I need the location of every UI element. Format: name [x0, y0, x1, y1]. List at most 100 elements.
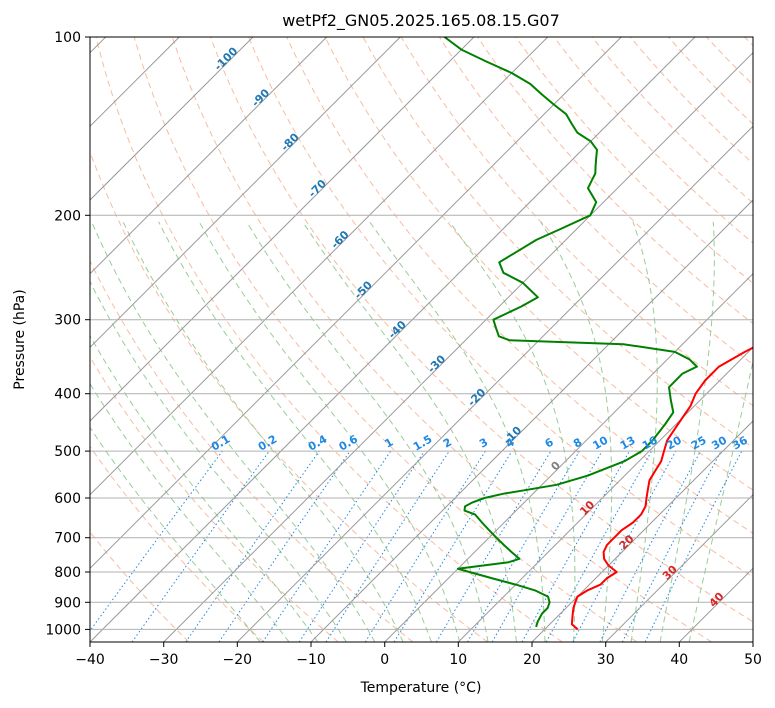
moist-adiabats [90, 221, 753, 642]
x-tick-label: −10 [296, 652, 326, 668]
moist-adiabat-label: 40 [707, 590, 727, 610]
y-tick-label: 300 [54, 313, 81, 329]
y-tick-label: 600 [54, 491, 81, 507]
mixing-ratio-lines [90, 450, 743, 642]
y-tick-label: 900 [54, 595, 81, 611]
isotherm-label: -20 [465, 386, 488, 409]
sounding-series [443, 37, 753, 631]
dry-adiabat-line [95, 37, 563, 642]
isotherm-line [90, 37, 622, 570]
moist-adiabat-line [90, 382, 290, 642]
mixing-ratio-label: 0.4 [306, 432, 330, 453]
isotherm-label: -60 [328, 228, 351, 251]
diagram-line-labels: 0.1 0.2 0.4 0.6 1 1.5 2 3 4 6 8 10 13 16 20 25 30 36-100-… [209, 44, 750, 609]
isotherm-line [605, 493, 753, 642]
mixing-ratio-label: 3 [477, 436, 490, 451]
dry-adiabat-line [210, 37, 753, 623]
moist-adiabat-label: 10 [577, 498, 597, 518]
mixing-ratio-label: 0.1 [209, 433, 232, 454]
mixing-ratio-label: 20 [664, 433, 684, 452]
mixing-ratio-line [521, 450, 630, 642]
pressure-gridlines [90, 214, 753, 630]
moist-adiabat-label: 20 [617, 532, 637, 552]
dry-adiabat-line [171, 37, 712, 642]
x-axis-label: Temperature (°C) [360, 680, 482, 696]
dry-adiabat-line [591, 37, 753, 204]
x-tick-label: −20 [223, 652, 253, 668]
isotherm-line [90, 37, 475, 422]
mixing-ratio-line [545, 450, 653, 642]
mixing-ratio-label: 25 [689, 434, 709, 453]
mixing-ratio-line [262, 450, 392, 642]
x-tick-label: 50 [744, 652, 762, 668]
isotherm-label: -80 [279, 130, 302, 153]
x-tick-label: 20 [523, 652, 541, 668]
mixing-ratio-label: 8 [571, 436, 584, 451]
isotherm-label: -40 [386, 318, 409, 341]
moist-adiabat-line [302, 221, 517, 642]
x-tick-label: 40 [670, 652, 688, 668]
moist-adiabat-line [90, 426, 261, 642]
dry-adiabat-line [324, 37, 753, 491]
mixing-ratio-label: 6 [543, 435, 556, 450]
chart-title: wetPf2_GN05.2025.165.08.15.G07 [282, 11, 560, 31]
isotherm-line [90, 37, 254, 201]
x-tick-label: 30 [597, 652, 615, 668]
isotherm-label: -30 [425, 352, 448, 375]
mixing-ratio-label: 1.5 [411, 433, 434, 454]
dry-adiabat-line [90, 356, 339, 642]
mixing-ratio-line [393, 450, 513, 642]
y-tick-label: 100 [54, 30, 81, 46]
temperature-profile-line [570, 346, 753, 631]
moist-adiabat-label: 30 [660, 562, 680, 582]
mixing-ratio-label: 0.6 [337, 432, 361, 453]
y-tick-label: 800 [54, 565, 81, 581]
isotherm-label: -70 [306, 177, 329, 200]
dry-adiabat-line [90, 445, 264, 642]
dry-adiabat-line [90, 150, 488, 642]
isotherm-line [384, 272, 753, 642]
isotherm-label: -90 [249, 86, 272, 109]
plot-frame [89, 36, 754, 643]
dry-adiabat-line [515, 37, 753, 284]
moist-adiabat-line [91, 221, 376, 642]
dry-adiabat-line [90, 259, 414, 642]
isotherm-line [90, 37, 401, 349]
isotherm-line [531, 420, 753, 642]
isotherm-line [90, 37, 696, 642]
isotherm-label: -10 [501, 424, 524, 447]
y-axis-label: Pressure (hPa) [12, 289, 28, 389]
isotherm-label: -50 [352, 278, 375, 301]
x-tick-label: 0 [380, 652, 389, 668]
moist-adiabat-line [90, 280, 347, 642]
dewpoint-profile-line [443, 37, 698, 628]
moist-adiabat-line [158, 221, 432, 642]
dry-adiabat-line [744, 37, 753, 47]
mixing-ratio-label: 13 [618, 434, 638, 453]
x-tick-label: 10 [449, 652, 467, 668]
moist-adiabat-line [246, 221, 489, 642]
moist-adiabat-line [688, 358, 753, 642]
y-tick-label: 700 [54, 531, 81, 547]
mixing-ratio-label: 30 [709, 433, 729, 452]
dry-adiabat-line [553, 37, 753, 244]
x-tick-label: −30 [149, 652, 179, 668]
dry-adiabat-line [90, 531, 190, 642]
dry-adiabat-line [706, 37, 753, 86]
mixing-ratio-line [572, 450, 677, 642]
moist-adiabat-line [449, 221, 576, 642]
mixing-ratio-line [90, 450, 223, 632]
y-tick-label: 400 [54, 387, 81, 403]
isotherm-label: -100 [212, 44, 241, 73]
moist-adiabat-line [659, 221, 715, 642]
y-tick-label: 200 [54, 208, 81, 224]
mixing-ratio-line [325, 450, 450, 642]
y-tick-label: 500 [54, 444, 81, 460]
skewed-isotherms [90, 37, 753, 642]
moist-adiabat-line [198, 221, 461, 642]
isotherm-line [457, 346, 753, 642]
moist-adiabat-line [122, 221, 404, 642]
isotherm-line [310, 199, 753, 642]
